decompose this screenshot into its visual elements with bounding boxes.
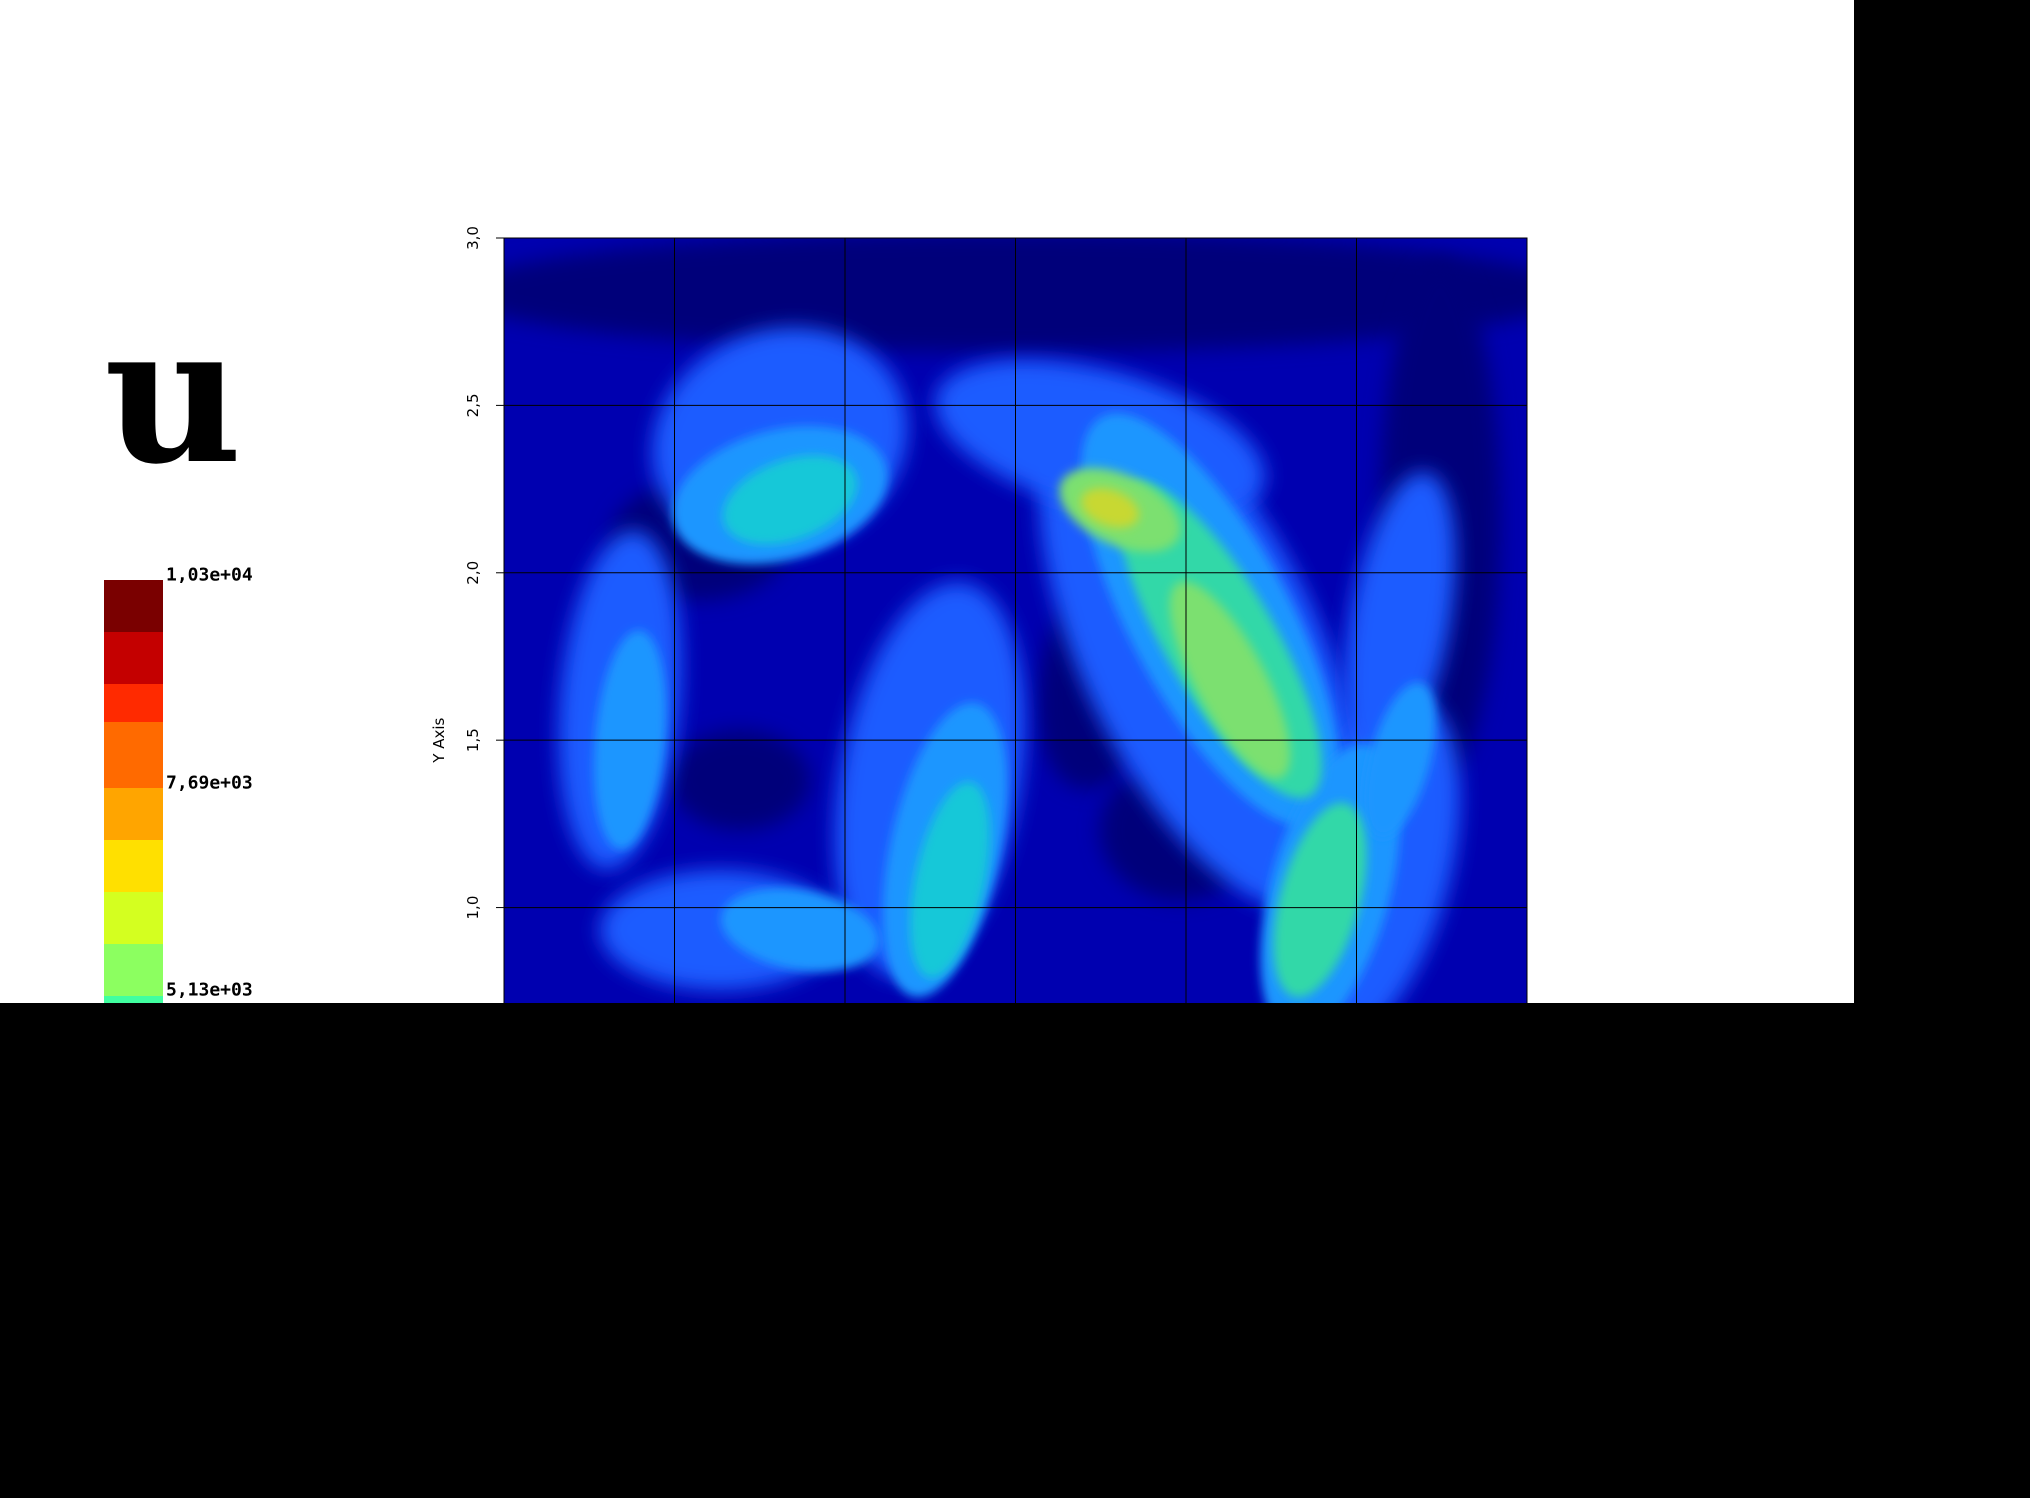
color-legend-max-label: 1,03e+04 — [166, 564, 253, 586]
color-legend-swatch — [104, 840, 163, 892]
field-contour — [1081, 488, 1139, 528]
color-legend-swatch — [104, 996, 163, 1003]
field-contour — [1169, 581, 1291, 779]
velocity-field — [504, 238, 1527, 1003]
y-tick-label: 3,0 — [464, 226, 482, 250]
render-canvas: u 1,03e+04 7,69e+03 5,13e+03 1,0 1,5 2,0 2,… — [0, 0, 1854, 1003]
y-tick-label: 2,0 — [464, 561, 482, 585]
color-legend-swatch — [104, 580, 163, 632]
color-legend-swatch — [104, 684, 163, 722]
color-legend-swatch — [104, 944, 163, 996]
color-legend-mid-label: 7,69e+03 — [166, 772, 253, 794]
y-axis: 1,0 1,5 2,0 2,5 3,0 — [464, 226, 504, 919]
color-legend-swatch — [104, 788, 163, 840]
field-contour — [909, 781, 991, 979]
plot-border — [503, 237, 1528, 1003]
plot-grid — [503, 237, 1528, 1003]
field-contour — [1273, 802, 1367, 998]
color-legend-bar — [104, 580, 163, 1003]
y-tick-label: 2,5 — [464, 393, 482, 417]
contour-plot: 1,0 1,5 2,0 2,5 3,0 Y Axis — [430, 226, 1528, 1003]
y-tick-label: 1,0 — [464, 896, 482, 920]
color-legend-swatch — [104, 892, 163, 944]
variable-title: u — [104, 283, 243, 506]
y-axis-title: Y Axis — [430, 717, 448, 763]
color-legend-swatch — [104, 632, 163, 684]
field-contour — [1364, 682, 1436, 838]
field-contour — [720, 888, 880, 972]
field-contour — [670, 730, 810, 830]
field-contour — [722, 455, 858, 545]
color-legend-swatch — [104, 722, 163, 788]
y-tick-label: 1,5 — [464, 728, 482, 752]
color-legend-low-label: 5,13e+03 — [166, 979, 253, 1001]
